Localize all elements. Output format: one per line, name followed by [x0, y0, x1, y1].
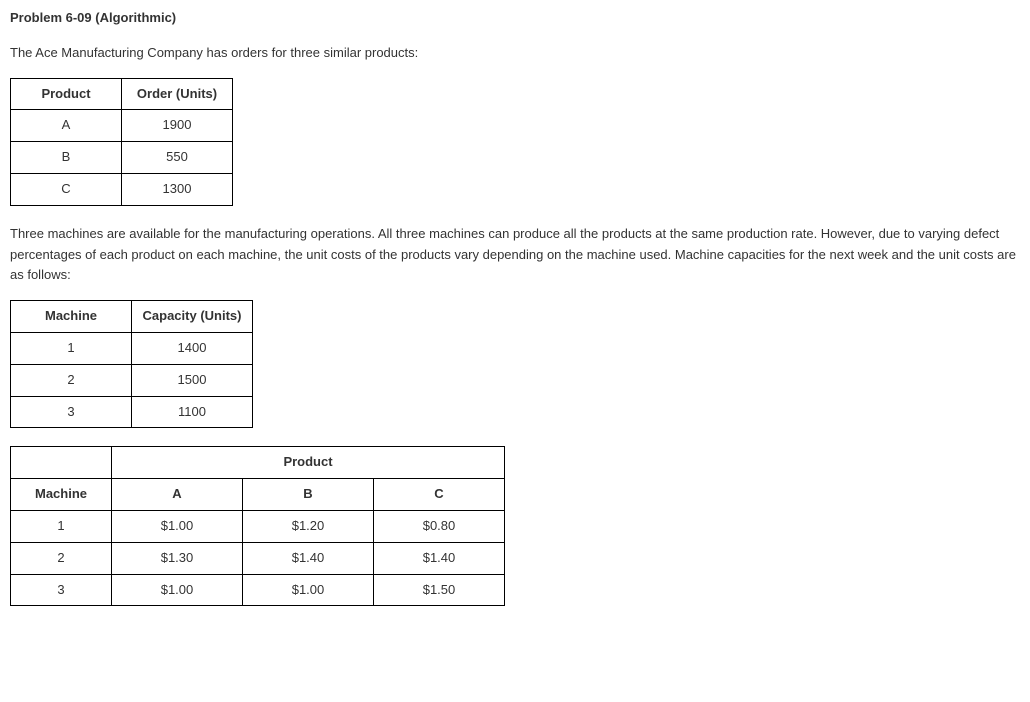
orders-table: Product Order (Units) A 1900 B 550 C 130…: [10, 78, 233, 206]
table-row: 3 $1.00 $1.00 $1.50: [11, 574, 505, 606]
cost-cell-a: $1.30: [112, 542, 243, 574]
table-header-row: Machine A B C: [11, 479, 505, 511]
table-header-row: Machine Capacity (Units): [11, 301, 253, 333]
capacity-header-capacity: Capacity (Units): [132, 301, 253, 333]
middle-paragraph: Three machines are available for the man…: [10, 224, 1020, 286]
capacity-cell-machine: 2: [11, 364, 132, 396]
cost-super-header-product: Product: [112, 447, 505, 479]
cost-cell-machine: 1: [11, 510, 112, 542]
capacity-table: Machine Capacity (Units) 1 1400 2 1500 3…: [10, 300, 253, 428]
cost-cell-b: $1.20: [243, 510, 374, 542]
table-row: 2 $1.30 $1.40 $1.40: [11, 542, 505, 574]
orders-cell-product: C: [11, 173, 122, 205]
capacity-cell-capacity: 1500: [132, 364, 253, 396]
cost-cell-c: $0.80: [374, 510, 505, 542]
table-row: 1 $1.00 $1.20 $0.80: [11, 510, 505, 542]
table-row: 2 1500: [11, 364, 253, 396]
orders-cell-units: 550: [122, 142, 233, 174]
orders-header-product: Product: [11, 78, 122, 110]
cost-header-c: C: [374, 479, 505, 511]
table-row: B 550: [11, 142, 233, 174]
table-row: 3 1100: [11, 396, 253, 428]
cost-cell-b: $1.40: [243, 542, 374, 574]
cost-cell-machine: 3: [11, 574, 112, 606]
table-row: 1 1400: [11, 332, 253, 364]
cost-cell-machine: 2: [11, 542, 112, 574]
cost-cell-c: $1.50: [374, 574, 505, 606]
cost-cell-b: $1.00: [243, 574, 374, 606]
cost-header-empty: [11, 447, 112, 479]
table-header-row: Product Order (Units): [11, 78, 233, 110]
orders-cell-units: 1300: [122, 173, 233, 205]
capacity-cell-capacity: 1100: [132, 396, 253, 428]
capacity-cell-machine: 3: [11, 396, 132, 428]
orders-header-units: Order (Units): [122, 78, 233, 110]
problem-title: Problem 6-09 (Algorithmic): [10, 8, 1020, 29]
table-super-header-row: Product: [11, 447, 505, 479]
orders-cell-product: A: [11, 110, 122, 142]
orders-cell-units: 1900: [122, 110, 233, 142]
cost-header-a: A: [112, 479, 243, 511]
intro-paragraph: The Ace Manufacturing Company has orders…: [10, 43, 1020, 64]
cost-table: Product Machine A B C 1 $1.00 $1.20 $0.8…: [10, 446, 505, 606]
cost-cell-c: $1.40: [374, 542, 505, 574]
orders-cell-product: B: [11, 142, 122, 174]
capacity-cell-capacity: 1400: [132, 332, 253, 364]
cost-header-b: B: [243, 479, 374, 511]
capacity-cell-machine: 1: [11, 332, 132, 364]
capacity-header-machine: Machine: [11, 301, 132, 333]
table-row: A 1900: [11, 110, 233, 142]
cost-header-machine: Machine: [11, 479, 112, 511]
cost-cell-a: $1.00: [112, 574, 243, 606]
table-row: C 1300: [11, 173, 233, 205]
cost-cell-a: $1.00: [112, 510, 243, 542]
